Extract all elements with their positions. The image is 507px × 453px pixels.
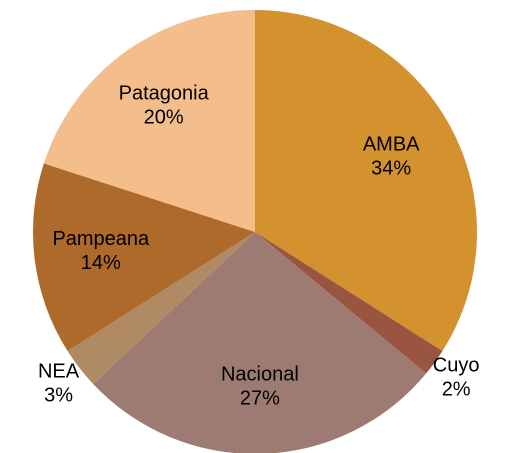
pie-slice xyxy=(32,163,255,351)
slice-value-label: 14% xyxy=(81,252,121,274)
slice-label: Cuyo xyxy=(433,354,480,376)
slice-value-label: 3% xyxy=(44,385,73,407)
pie-slice xyxy=(93,232,427,453)
slice-label: AMBA xyxy=(363,133,420,155)
slice-value-label: 20% xyxy=(144,107,184,129)
slice-label: Nacional xyxy=(221,364,299,386)
pie-slice xyxy=(67,232,255,384)
pie-slice xyxy=(255,10,478,351)
slice-label: Patagonia xyxy=(119,83,210,105)
slice-label: NEA xyxy=(38,361,80,383)
slice-value-label: 2% xyxy=(442,378,471,400)
pie-slice xyxy=(255,232,443,374)
slice-value-label: 27% xyxy=(240,388,280,410)
slice-value-label: 34% xyxy=(371,157,411,179)
pie-slice xyxy=(43,10,256,232)
slice-label: Pampeana xyxy=(52,228,150,250)
